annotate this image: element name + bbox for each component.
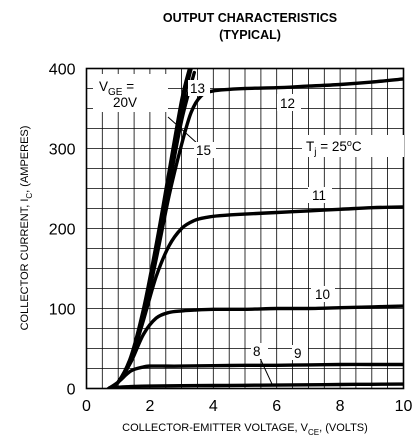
vge-label-main: V (99, 79, 108, 94)
y-axis-label-main: COLLECTOR CURRENT, I (19, 199, 31, 331)
label-15-leader (167, 116, 199, 145)
temperature-label-t: T (306, 139, 314, 154)
label-12: 12 (280, 96, 295, 111)
vge-label: VGE = (99, 79, 134, 98)
series-line-10 (107, 304, 404, 389)
label-10: 10 (315, 287, 330, 302)
label-8-bg (251, 343, 268, 359)
series-curves (107, 68, 404, 389)
label-11-bg (308, 187, 332, 203)
x-tick-label: 6 (272, 398, 281, 415)
vge-label-eq: = (122, 79, 134, 94)
y-tick-label: 0 (67, 382, 76, 399)
x-tick-label: 2 (145, 398, 154, 415)
label-13-bg (188, 80, 210, 96)
vge-value-label: 20V (113, 95, 137, 110)
label-9: 9 (294, 346, 302, 361)
x-tick-label: 0 (82, 398, 91, 415)
temperature-label-bg (302, 135, 404, 157)
chart-title: OUTPUT CHARACTERISTICS (163, 11, 337, 25)
x-axis-label: COLLECTOR-EMITTER VOLTAGE, VCE, (VOLTS) (122, 422, 368, 437)
temperature-label-value: = 25 (316, 139, 346, 154)
curve-labels: 13 12 15 11 10 8 9 (167, 80, 335, 385)
label-13-leader (179, 94, 188, 104)
temperature-label-unit: C (352, 139, 362, 154)
x-axis-label-main: COLLECTOR-EMITTER VOLTAGE, V (122, 422, 308, 434)
label-13: 13 (190, 81, 205, 96)
label-10-bg (311, 286, 335, 302)
plot-frame (85, 67, 405, 390)
temperature-label: Tj = 25oC (306, 138, 362, 158)
y-tick-label: 100 (49, 302, 76, 319)
label-8-leader (258, 355, 273, 385)
vge-label-sub: GE (108, 87, 123, 98)
y-axis-label-unit: , (AMPERES) (19, 126, 31, 193)
y-axis-label: COLLECTOR CURRENT, IC, (AMPERES) (19, 126, 34, 331)
series-line-11 (107, 205, 404, 389)
label-9-bg (292, 345, 308, 360)
label-12-bg (277, 94, 301, 111)
vge-label-bg (93, 74, 168, 112)
label-15: 15 (196, 143, 211, 158)
x-tick-label: 10 (395, 398, 413, 415)
x-tick-label: 4 (209, 398, 218, 415)
y-tick-label: 300 (49, 142, 76, 159)
series-line-12 (107, 77, 404, 389)
y-tick-label: 200 (49, 222, 76, 239)
x-axis-label-unit: , (VOLTS) (319, 422, 368, 434)
label-11: 11 (312, 188, 326, 203)
series-line-8 (107, 382, 404, 389)
y-axis-label-sub: C (25, 193, 34, 199)
x-axis-label-sub: CE (308, 428, 319, 437)
x-tick-label: 8 (336, 398, 345, 415)
chart-subtitle: (TYPICAL) (219, 28, 281, 42)
series-line-9 (107, 362, 404, 389)
label-8: 8 (253, 344, 261, 359)
temperature-label-sub: j (313, 147, 316, 158)
y-tick-label: 400 (49, 62, 76, 79)
label-15-bg (194, 142, 216, 158)
temperature-label-degree: o (347, 138, 352, 148)
